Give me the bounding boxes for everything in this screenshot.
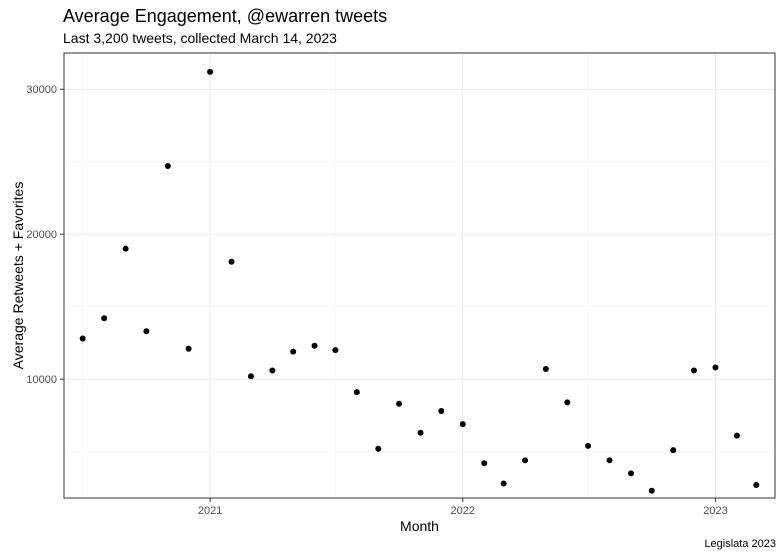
data-point (332, 347, 339, 354)
data-point (753, 481, 760, 488)
x-tick-label: 2021 (198, 505, 222, 517)
chart-subtitle: Last 3,200 tweets, collected March 14, 2… (63, 30, 337, 46)
chart-caption: Legislata 2023 (704, 538, 776, 550)
axis-ticks: 2021 2022 2023 10000 20000 30000 (26, 84, 727, 517)
data-point (459, 421, 466, 428)
grid (64, 53, 775, 498)
data-point (164, 163, 171, 170)
data-point (438, 408, 445, 415)
data-point (585, 442, 592, 449)
data-point (269, 367, 276, 374)
data-point (353, 389, 360, 396)
data-point (79, 335, 86, 342)
data-point (207, 68, 214, 75)
data-point (122, 245, 129, 252)
data-point (101, 315, 108, 322)
y-tick-label: 10000 (26, 374, 57, 386)
x-axis-title: Month (400, 518, 439, 534)
data-point (564, 399, 571, 406)
data-points (79, 68, 760, 494)
x-tick-label: 2023 (703, 505, 727, 517)
x-tick-label: 2022 (451, 505, 475, 517)
y-tick-label: 30000 (26, 84, 57, 96)
data-point (606, 457, 613, 464)
chart-title: Average Engagement, @ewarren tweets (63, 6, 387, 26)
data-point (290, 348, 297, 355)
data-point (712, 364, 719, 371)
y-axis-title: Average Retweets + Favorites (10, 182, 26, 370)
data-point (311, 342, 318, 349)
data-point (522, 457, 529, 464)
data-point (375, 445, 382, 452)
data-point (417, 429, 424, 436)
data-point (143, 328, 150, 335)
data-point (691, 367, 697, 374)
data-point (481, 460, 488, 467)
data-point (185, 345, 192, 352)
data-point (396, 400, 403, 407)
data-point (247, 373, 254, 380)
data-point (228, 258, 235, 265)
data-point (542, 365, 549, 372)
data-point (648, 487, 655, 494)
data-point (628, 470, 634, 477)
data-point (500, 480, 507, 487)
y-tick-label: 20000 (26, 229, 57, 241)
data-point (670, 447, 677, 454)
panel-border (63, 52, 776, 499)
data-point (733, 432, 740, 439)
